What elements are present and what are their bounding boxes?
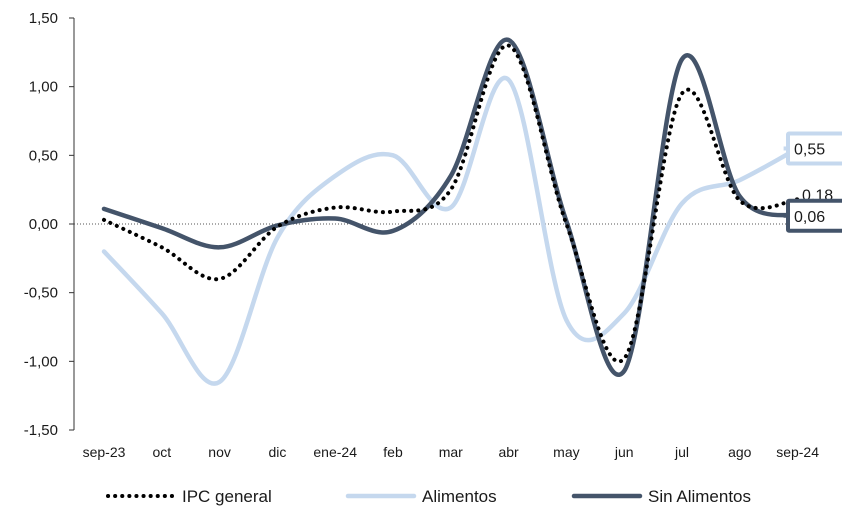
y-axis: 1,50 1,00 0,50 0,00 -0,50 -1,00 -1,50 [24, 10, 75, 439]
y-tick-label: -1,50 [24, 422, 58, 439]
x-tick-label: sep-23 [83, 444, 126, 460]
x-tick-label: abr [498, 444, 519, 460]
series-line-alimentos [101, 75, 800, 386]
x-tick-label: feb [383, 444, 403, 460]
x-tick-label: oct [152, 444, 171, 460]
y-tick-label: -0,50 [24, 285, 58, 302]
x-tick-label: jul [674, 444, 689, 460]
y-tick-label: 0,00 [29, 216, 58, 233]
series-line-ipc-general [102, 43, 800, 364]
legend-label-alimentos: Alimentos [422, 487, 497, 506]
series-layer [101, 37, 800, 386]
x-axis: sep-23 oct nov dic ene-24 feb mar abr may jun jul a… [74, 223, 820, 460]
x-tick-label: nov [208, 444, 231, 460]
x-tick-label: ene-24 [313, 444, 357, 460]
y-tick-label: -1,00 [24, 353, 58, 370]
x-tick-label: mar [439, 444, 463, 460]
x-tick-label: dic [268, 444, 286, 460]
end-label-alimentos-box [786, 131, 842, 166]
legend-label-sin-alimentos: Sin Alimentos [648, 487, 751, 506]
y-tick-label: 0,50 [29, 147, 58, 164]
end-label-sin-alimentos: 0,06 [794, 209, 825, 226]
x-tick-label: may [553, 444, 579, 460]
x-tick-label: ago [728, 444, 752, 460]
x-tick-label: jun [614, 444, 634, 460]
legend: IPC general Alimentos Sin Alimentos [106, 487, 751, 506]
y-tick-label: 1,50 [29, 10, 58, 27]
series-line-sin-alimentos [101, 37, 800, 377]
legend-label-ipc-general: IPC general [182, 487, 272, 506]
end-label-alimentos: 0,55 [794, 141, 825, 158]
x-tick-label: sep-24 [776, 444, 819, 460]
y-tick-label: 1,00 [29, 79, 58, 96]
end-labels: 0,180,550,06 [783, 131, 842, 233]
end-label-sin-alimentos-box [786, 198, 842, 233]
